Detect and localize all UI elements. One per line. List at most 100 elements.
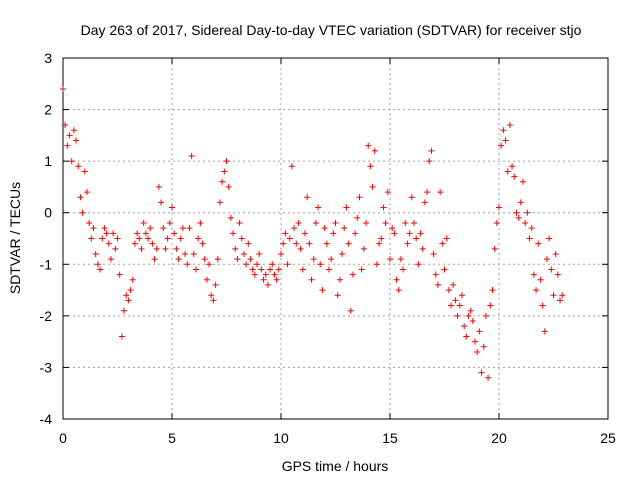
data-point [476, 328, 483, 335]
data-point [295, 220, 302, 227]
data-point [328, 256, 335, 263]
data-point [256, 250, 263, 257]
data-point [197, 220, 204, 227]
data-point [506, 122, 513, 129]
data-point [221, 168, 228, 175]
x-tick-label: 0 [59, 430, 67, 446]
data-point [101, 225, 108, 232]
y-tick-label: 2 [44, 102, 52, 118]
data-point [175, 256, 182, 263]
data-point [162, 245, 169, 252]
data-point [522, 220, 529, 227]
data-point [245, 240, 252, 247]
data-point [173, 245, 180, 252]
data-point [293, 240, 300, 247]
data-point [249, 266, 256, 273]
data-point [127, 287, 134, 294]
data-point [509, 163, 516, 170]
y-tick-label: -2 [40, 308, 53, 324]
data-point [541, 328, 548, 335]
data-point [262, 271, 269, 278]
data-point [86, 220, 93, 227]
data-point [376, 240, 383, 247]
data-point [415, 261, 422, 268]
data-point [400, 266, 407, 273]
data-point [147, 225, 154, 232]
data-point [171, 230, 178, 237]
data-points [60, 85, 566, 381]
data-point [550, 292, 557, 299]
data-point [389, 225, 396, 232]
data-point [345, 240, 352, 247]
data-point [297, 245, 304, 252]
data-point [81, 168, 88, 175]
data-point [511, 173, 518, 180]
data-point [467, 307, 474, 314]
data-point [138, 245, 145, 252]
data-point [456, 302, 463, 309]
data-point [110, 230, 117, 237]
data-point [417, 230, 424, 237]
data-point [421, 199, 428, 206]
data-point [393, 276, 400, 283]
data-point [301, 230, 308, 237]
data-point [552, 250, 559, 257]
data-point [434, 281, 441, 288]
data-point [184, 261, 191, 268]
data-point [373, 261, 380, 268]
data-point [310, 256, 317, 263]
data-point [247, 256, 254, 263]
plot-frame [62, 57, 609, 420]
data-point [397, 256, 404, 263]
data-point [158, 199, 165, 206]
data-point [212, 281, 219, 288]
data-point [452, 297, 459, 304]
data-point [489, 287, 496, 294]
data-point [533, 287, 540, 294]
data-point [356, 194, 363, 201]
data-point [79, 209, 86, 216]
data-point [441, 266, 448, 273]
data-point [291, 225, 298, 232]
data-point [330, 230, 337, 237]
data-point [77, 194, 84, 201]
data-point [410, 220, 417, 227]
y-tick-label: -1 [40, 256, 53, 272]
data-point [179, 225, 186, 232]
data-point [482, 312, 489, 319]
data-point [315, 204, 322, 211]
data-point [450, 281, 457, 288]
data-point [142, 230, 149, 237]
data-point [498, 142, 505, 149]
data-point [325, 266, 332, 273]
y-tick-labels: -4 -3 -2 -1 0 1 2 3 [40, 50, 53, 427]
data-point [515, 214, 522, 221]
y-axis-label: SDTVAR / TECUs [7, 182, 23, 294]
data-point [539, 302, 546, 309]
data-point [149, 240, 156, 247]
data-point [216, 199, 223, 206]
data-point [308, 276, 315, 283]
data-point [267, 266, 274, 273]
data-point [66, 132, 73, 139]
data-point [208, 292, 215, 299]
data-point [145, 235, 152, 242]
data-point [306, 240, 313, 247]
x-tick-label: 10 [273, 430, 289, 446]
data-point [107, 256, 114, 263]
data-point [519, 178, 526, 185]
data-point [463, 333, 470, 340]
data-point [164, 235, 171, 242]
data-point [160, 225, 167, 232]
data-point [406, 230, 413, 237]
data-point [369, 183, 376, 190]
data-point [402, 220, 409, 227]
data-point [275, 266, 282, 273]
data-point [535, 240, 542, 247]
data-point [454, 312, 461, 319]
data-point [458, 292, 465, 299]
data-point [339, 250, 346, 257]
data-point [496, 204, 502, 211]
data-point [312, 220, 319, 227]
